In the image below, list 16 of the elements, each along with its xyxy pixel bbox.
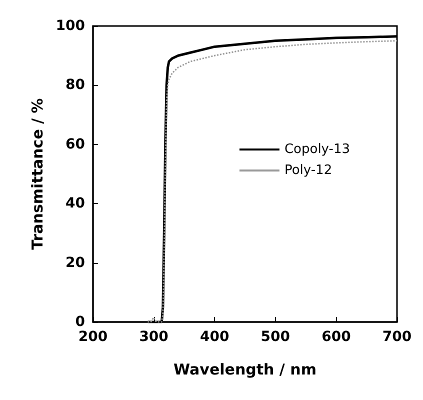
x-tick-label: 500 (260, 329, 290, 345)
x-tick-label: 300 (139, 329, 169, 345)
y-tick-label: 40 (66, 196, 86, 212)
x-axis-title: Wavelength / nm (174, 360, 316, 378)
legend-label: Poly-12 (284, 163, 332, 178)
x-tick-label: 700 (382, 329, 412, 345)
y-tick-label: 60 (66, 136, 86, 152)
x-tick-label: 200 (78, 329, 108, 345)
y-axis-title: Transmittance / % (28, 98, 46, 250)
x-tick-label: 600 (322, 329, 352, 345)
y-tick-label: 100 (56, 18, 86, 34)
x-tick-label: 400 (200, 329, 230, 345)
legend-label: Copoly-13 (284, 142, 350, 157)
y-tick-label: 80 (66, 77, 86, 94)
y-tick-label: 0 (75, 314, 86, 330)
y-tick-label: 20 (66, 254, 86, 271)
